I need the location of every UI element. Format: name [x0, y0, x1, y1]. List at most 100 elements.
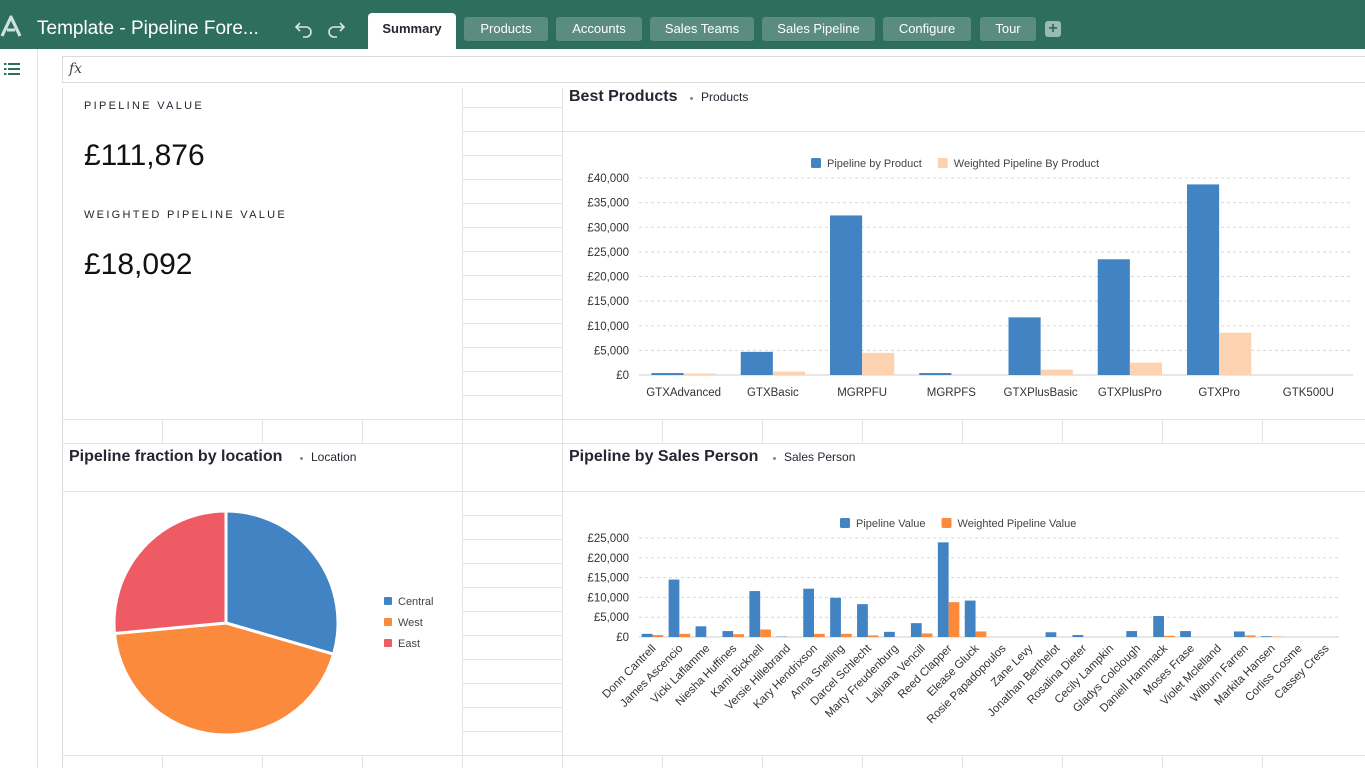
- grid-line: [462, 179, 562, 180]
- grid-line: [462, 251, 562, 252]
- app-logo-icon[interactable]: [0, 14, 22, 38]
- legend-label-east: East: [398, 638, 420, 650]
- fx-icon: fx: [69, 61, 83, 77]
- grid-line: [662, 419, 663, 443]
- legend-label-pipeline-value: Pipeline Value: [856, 518, 926, 530]
- tab-accounts[interactable]: Accounts: [556, 17, 642, 41]
- formula-bar[interactable]: fx: [62, 56, 1365, 83]
- legend-swatch: [384, 597, 392, 605]
- grid-line: [162, 755, 163, 768]
- legend-label-weighted-pipeline-by-product: Weighted Pipeline By Product: [954, 158, 1099, 170]
- separator-dot: [300, 457, 303, 460]
- bar-weighted-pipeline-value-kami-bicknell: [760, 629, 771, 637]
- bar-pipeline-value-james-ascencio: [668, 579, 680, 637]
- grid-line: [462, 131, 1365, 132]
- bar-weighted-pipeline-value-wilburn-farren: [1244, 635, 1256, 637]
- grid-line: [262, 755, 263, 768]
- pie-slice-central: [224, 509, 340, 657]
- bar-weighted-pipeline-value-anna-snelling: [840, 633, 852, 637]
- legend-swatch: [384, 618, 392, 626]
- x-tick-label: GTK500U: [1283, 387, 1334, 399]
- pie-slice-west: [112, 621, 336, 737]
- grid-line: [1162, 419, 1163, 443]
- grid-line: [862, 419, 863, 443]
- sales-person-chart-subtitle[interactable]: Sales Person: [784, 450, 856, 464]
- bar-pipeline-by-product-gtxbasic: [740, 351, 773, 375]
- best-products-title: Best Products: [569, 88, 678, 105]
- legend-swatch: [840, 518, 850, 528]
- y-tick-label: £5,000: [594, 612, 629, 624]
- grid-line: [462, 395, 562, 396]
- grid-line: [462, 323, 562, 324]
- bar-pipeline-value-jonathan-berthelot: [1045, 632, 1057, 637]
- grid-line: [462, 539, 562, 540]
- grid-line: [62, 491, 1365, 492]
- add-tab-button[interactable]: +: [1045, 21, 1061, 37]
- bar-pipeline-value-wilburn-farren: [1234, 631, 1245, 637]
- grid-divider: [462, 88, 463, 768]
- bar-pipeline-by-product-gtxplusbasic: [1008, 317, 1041, 375]
- grid-line: [1062, 755, 1063, 768]
- grid-line: [862, 755, 863, 768]
- grid-divider: [562, 88, 563, 768]
- tab-summary[interactable]: Summary: [368, 13, 456, 49]
- grid-line: [962, 755, 963, 768]
- x-tick-label: MGRPFU: [837, 387, 887, 399]
- bar-pipeline-value-lajuana-vencill: [910, 623, 922, 637]
- bar-pipeline-value-reed-clapper: [937, 542, 949, 637]
- location-chart-subtitle[interactable]: Location: [311, 450, 357, 464]
- bar-pipeline-value-kary-hendrixson: [803, 588, 814, 637]
- legend-label-central: Central: [398, 596, 433, 608]
- redo-icon[interactable]: [326, 18, 346, 38]
- document-title[interactable]: Template - Pipeline Fore...: [37, 18, 259, 39]
- grid-line: [962, 419, 963, 443]
- y-tick-label: £10,000: [587, 592, 629, 604]
- best-products-subtitle[interactable]: Products: [701, 90, 749, 104]
- tab-sales-teams[interactable]: Sales Teams: [650, 17, 754, 41]
- y-tick-label: £20,000: [587, 553, 629, 565]
- bar-pipeline-value-elease-gluck: [964, 600, 976, 637]
- bar-weighted-pipeline-value-james-ascencio: [679, 633, 691, 637]
- y-tick-label: £30,000: [587, 222, 629, 234]
- grid-line: [662, 755, 663, 768]
- top-bar: Template - Pipeline Fore... Summary Prod…: [0, 0, 1365, 49]
- bar-pipeline-value-daniell-hammack: [1153, 616, 1164, 637]
- bar-pipeline-value-markita-hansen: [1260, 636, 1272, 637]
- grid-line: [462, 587, 562, 588]
- grid-line: [62, 419, 1365, 420]
- best-products-chart: Pipeline by Product Weighted Pipeline By …: [587, 158, 1353, 399]
- legend-swatch: [811, 158, 821, 168]
- bar-weighted-pipeline-by-product-gtxbasic: [772, 371, 806, 375]
- grid-line: [462, 731, 562, 732]
- location-chart-title: Pipeline fraction by location: [69, 448, 283, 465]
- weighted-pipeline-value-label: WEIGHTED PIPELINE VALUE: [84, 209, 288, 221]
- location-pie-chart: Central West East: [112, 509, 433, 737]
- bar-weighted-pipeline-value-reed-clapper: [948, 602, 960, 637]
- grid-line: [462, 203, 562, 204]
- bar-pipeline-by-product-gtxadvanced: [651, 373, 684, 375]
- tab-sales-pipeline[interactable]: Sales Pipeline: [762, 17, 875, 41]
- list-icon[interactable]: [4, 62, 20, 76]
- grid-line: [362, 419, 363, 443]
- undo-icon[interactable]: [294, 18, 314, 38]
- bar-weighted-pipeline-by-product-gtxpro: [1219, 332, 1252, 375]
- tab-products[interactable]: Products: [464, 17, 548, 41]
- tab-tour[interactable]: Tour: [980, 17, 1036, 41]
- bar-weighted-pipeline-value-daniell-hammack: [1164, 635, 1175, 637]
- bar-pipeline-value-kami-bicknell: [749, 591, 761, 637]
- bar-pipeline-value-niesha-huffines: [722, 631, 734, 637]
- grid-line: [462, 299, 562, 300]
- bar-weighted-pipeline-value-lajuana-vencill: [921, 633, 933, 637]
- grid-line: [762, 419, 763, 443]
- grid-line: [1262, 755, 1263, 768]
- legend-swatch: [937, 158, 948, 168]
- grid-line: [462, 107, 562, 108]
- bar-weighted-pipeline-by-product-gtxplusbasic: [1040, 369, 1073, 375]
- legend-label-west: West: [398, 617, 423, 629]
- grid-line: [762, 755, 763, 768]
- bar-pipeline-by-product-gtxpro: [1186, 184, 1220, 375]
- x-tick-label: GTXBasic: [747, 387, 799, 399]
- tab-configure[interactable]: Configure: [883, 17, 971, 41]
- grid-line: [462, 659, 562, 660]
- y-tick-label: £20,000: [587, 272, 629, 284]
